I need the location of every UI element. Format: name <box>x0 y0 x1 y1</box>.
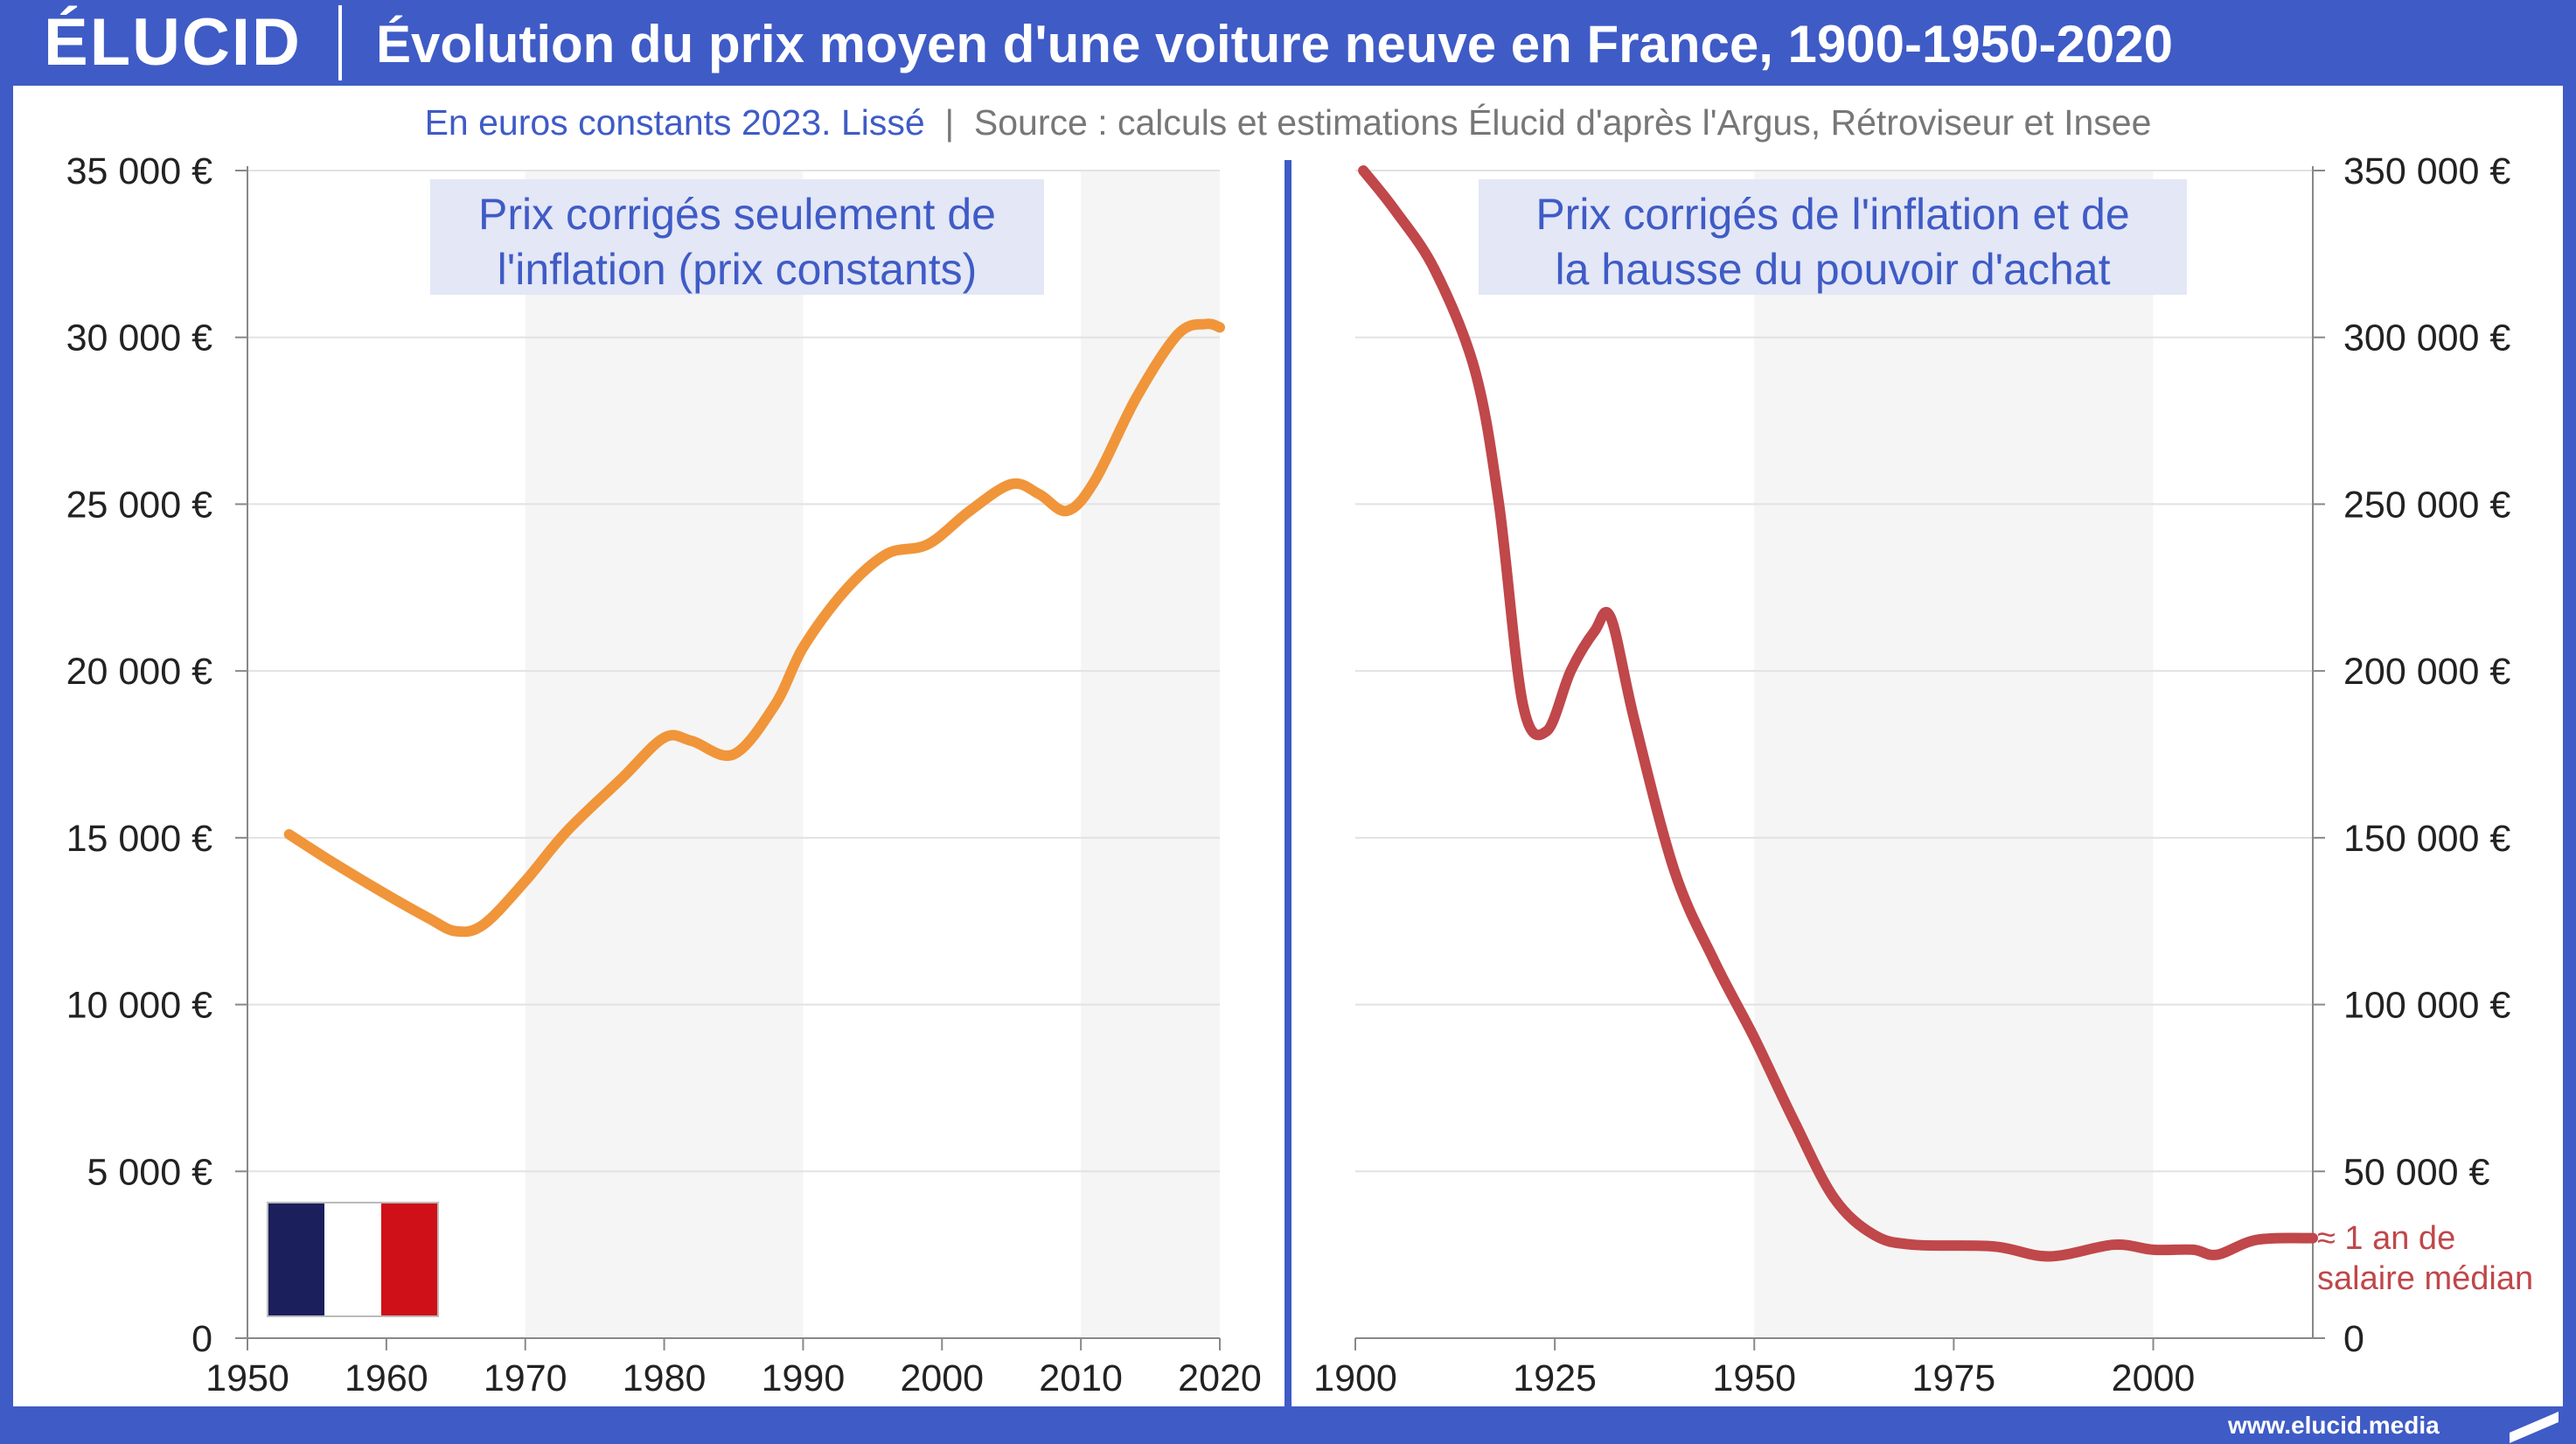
y-tick-label: 250 000 € <box>2343 484 2510 526</box>
y-tick-label: 0 <box>2343 1318 2364 1360</box>
subtitle-main: En euros constants 2023. Lissé <box>424 102 925 143</box>
end-annotation-text: salaire médian <box>2317 1260 2533 1297</box>
background-stripe <box>1754 171 2154 1338</box>
background-stripe <box>525 171 804 1338</box>
x-tick-label: 2000 <box>900 1357 984 1399</box>
y-tick-label: 30 000 € <box>66 317 212 359</box>
x-tick-label: 1925 <box>1513 1357 1597 1399</box>
chart-panel-1: 0 5 000 € 10 000 € 15 000 € 20 000 € 25 000 €… <box>66 150 1262 1399</box>
y-tick-label: 35 000 € <box>66 150 212 192</box>
y-tick-label: 20 000 € <box>66 651 212 693</box>
flag-blue-band <box>268 1203 324 1316</box>
footer-bar <box>0 1406 2576 1444</box>
y-tick-label: 200 000 € <box>2343 651 2510 693</box>
y-tick-label: 350 000 € <box>2343 150 2510 192</box>
x-tick-label: 2000 <box>2112 1357 2196 1399</box>
brand-mark-icon <box>2510 1412 2559 1443</box>
header-bar: ÉLUCID Évolution du prix moyen d'une voi… <box>0 0 2576 86</box>
logo-separator <box>338 5 342 80</box>
france-flag-icon <box>267 1202 439 1317</box>
panel-label-text: l'inflation (prix constants) <box>498 245 978 294</box>
flag-red-band <box>381 1203 438 1316</box>
y-tick-label: 50 000 € <box>2343 1151 2489 1193</box>
y-tick-label: 150 000 € <box>2343 818 2510 860</box>
background-stripe <box>1081 171 1220 1338</box>
site-url[interactable]: www.elucid.media <box>2228 1412 2440 1439</box>
panel-label-text: la hausse du pouvoir d'achat <box>1556 245 2111 294</box>
subtitle-separator: | <box>944 102 955 143</box>
x-tick-label: 1960 <box>345 1357 428 1399</box>
x-tick-label: 1950 <box>205 1357 289 1399</box>
x-tick-label: 1970 <box>484 1357 567 1399</box>
subtitle-source: Source : calculs et estimations Élucid d… <box>973 102 2152 143</box>
y-tick-label: 0 <box>191 1318 212 1360</box>
y-tick-label: 10 000 € <box>66 985 212 1027</box>
y-tick-label: 300 000 € <box>2343 317 2510 359</box>
x-tick-label: 1980 <box>623 1357 707 1399</box>
y-tick-label: 100 000 € <box>2343 985 2510 1027</box>
flag-border <box>267 1202 439 1317</box>
x-tick-label: 2010 <box>1039 1357 1123 1399</box>
panel-label-text: Prix corrigés de l'inflation et de <box>1535 190 2129 239</box>
panel-label-box <box>1479 179 2187 295</box>
y-tick-label: 5 000 € <box>87 1151 213 1193</box>
y-tick-label: 25 000 € <box>66 484 212 526</box>
x-tick-label: 1975 <box>1912 1357 1996 1399</box>
end-annotation-text: ≈ 1 an de <box>2317 1220 2455 1257</box>
y-tick-label: 15 000 € <box>66 818 212 860</box>
series-line <box>283 318 1225 938</box>
panel-label-box <box>430 179 1044 295</box>
panel-label-text: Prix corrigés seulement de <box>478 190 996 239</box>
flag-white-band <box>324 1203 381 1316</box>
x-tick-label: 1950 <box>1712 1357 1796 1399</box>
x-tick-label: 2020 <box>1178 1357 1262 1399</box>
x-tick-label: 1990 <box>762 1357 846 1399</box>
brand-logo: ÉLUCID <box>44 5 302 80</box>
series-line <box>1358 165 2318 1262</box>
chart-panel-2: 0 50 000 € 100 000 € 150 000 € 200 000 € 250 … <box>1313 150 2533 1399</box>
panel-divider <box>1285 160 1291 1406</box>
subtitle: En euros constants 2023. Lissé | Source … <box>0 87 2576 157</box>
x-tick-label: 1900 <box>1313 1357 1397 1399</box>
page-title: Évolution du prix moyen d'une voiture ne… <box>376 15 2173 73</box>
